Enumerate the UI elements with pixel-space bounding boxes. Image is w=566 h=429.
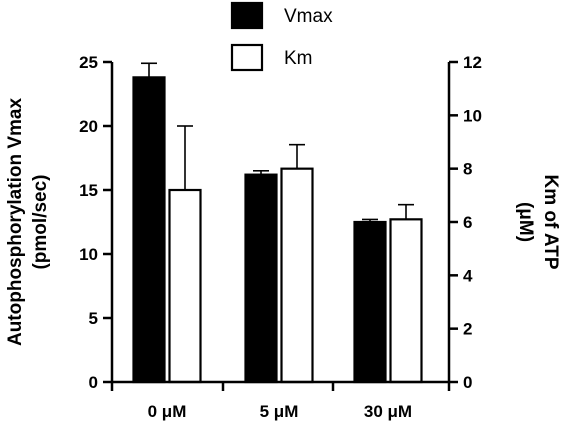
right-tick-label: 2: [463, 320, 472, 339]
right-tick-label: 8: [463, 160, 472, 179]
left-axis-title: Autophosphorylation Vmax: [5, 98, 26, 347]
bar-vmax: [132, 76, 166, 384]
right-tick-label: 6: [463, 213, 472, 232]
right-tick-label: 12: [463, 53, 482, 72]
legend: Vmax Km: [230, 1, 333, 72]
bars-layer: [132, 62, 423, 384]
bar-km: [280, 167, 314, 384]
legend-label-km: Km: [284, 48, 313, 69]
left-tick-label: 0: [89, 373, 98, 392]
right-axis-title: Km of ATP: [540, 175, 561, 270]
bar-km: [389, 218, 423, 384]
left-tick-label: 5: [89, 309, 98, 328]
right-axis-unit: (μM): [515, 202, 536, 242]
legend-swatch-vmax: [230, 1, 264, 30]
x-tick-label: 30 μM: [364, 402, 412, 421]
left-axis-unit: (pmol/sec): [30, 174, 51, 269]
x-tick-label: 5 μM: [260, 402, 299, 421]
left-tick-label: 15: [79, 181, 98, 200]
x-tick-label: 0 μM: [148, 402, 187, 421]
left-tick-label: 20: [79, 117, 98, 136]
legend-swatch-km: [230, 43, 264, 72]
bar-km: [168, 188, 202, 384]
bar-vmax: [353, 220, 387, 384]
bar-vmax: [244, 173, 278, 384]
left-tick-label: 10: [79, 245, 98, 264]
legend-label-vmax: Vmax: [284, 6, 333, 27]
axes-layer: 0 5 10 15 20 25 0 2 4 6 8 10 12 0 μM 5 μM 30 μM: [79, 53, 482, 421]
left-tick-label: 25: [79, 53, 98, 72]
right-tick-label: 4: [463, 266, 473, 285]
right-tick-label: 10: [463, 106, 482, 125]
right-tick-label: 0: [463, 373, 472, 392]
